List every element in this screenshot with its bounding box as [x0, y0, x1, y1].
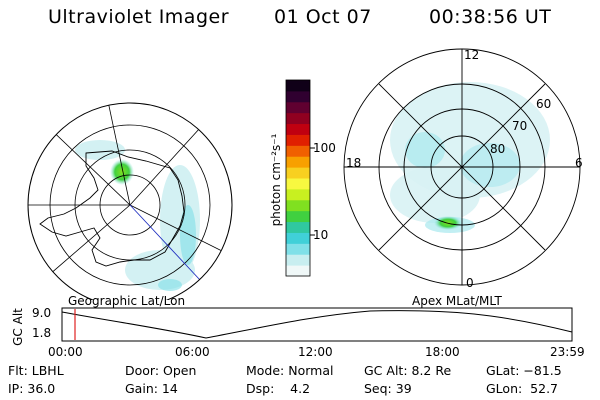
colorbar-segment: [286, 199, 310, 212]
colorbar-segment: [286, 90, 310, 103]
dsp-readout: Dsp: 4.2: [246, 381, 311, 396]
colorbar-segment: [286, 221, 310, 233]
colorbar-segment: [286, 101, 310, 114]
geographic-panel-label: Geographic Lat/Lon: [68, 294, 186, 308]
apex-polar-panel: [343, 48, 581, 286]
mlt-label-0: 0: [466, 276, 474, 290]
colorbar-segment: [286, 134, 310, 146]
seq-readout: Seq: 39: [364, 381, 412, 396]
geographic-image-panel: [27, 102, 233, 300]
colorbar: [285, 79, 315, 277]
colorbar-segment: [286, 167, 310, 179]
glon-readout: GLon: 52.7: [486, 381, 558, 396]
observation-time: 00:38:56 UT: [429, 6, 552, 28]
timeline-xtick-0600: 06:00: [175, 345, 210, 359]
colorbar-segment: [286, 254, 310, 266]
timeline-xtick-1800: 18:00: [425, 345, 460, 359]
filter-readout: Flt: LBHL: [8, 363, 64, 378]
aurora-bright-spot: [110, 159, 134, 185]
colorbar-segment: [286, 243, 310, 255]
timeline-xtick-1200: 12:00: [298, 345, 333, 359]
mlt-label-12: 12: [464, 48, 480, 62]
colorbar-segment: [286, 112, 310, 125]
colorbar-tick-100: 100: [313, 141, 336, 155]
mode-readout: Mode: Normal: [246, 363, 334, 378]
timeline-ytick-high: 9.0: [32, 306, 52, 320]
polar-aurora-haze: [390, 82, 550, 233]
colorbar-segment: [286, 145, 310, 157]
aurora-haze: [75, 140, 200, 290]
colorbar-segment: [286, 210, 310, 223]
colorbar-segment: [286, 265, 310, 277]
imager-title: Ultraviolet Imager: [48, 6, 230, 28]
colorbar-segment: [286, 178, 310, 190]
ip-readout: IP: 36.0: [8, 381, 56, 396]
gain-readout: Gain: 14: [125, 381, 178, 396]
mlt-label-6: 6: [575, 156, 583, 170]
timeline-xtick-0000: 00:00: [48, 345, 83, 359]
mlt-label-18: 18: [346, 156, 362, 170]
colorbar-unit-label: photon cm⁻²s⁻¹: [269, 133, 283, 227]
glat-readout: GLat: −81.5: [486, 363, 562, 378]
terminator-line: [129, 204, 201, 281]
antarctica-outline: [39, 150, 185, 267]
mlat-mlt-grid: [343, 48, 581, 286]
mlat-label-60: 60: [536, 97, 552, 111]
timeline-axis-label: GC Alt: [11, 308, 25, 346]
colorbar-segment: [286, 156, 310, 168]
colorbar-tick-10: 10: [313, 228, 329, 242]
colorbar-segment: [286, 232, 310, 244]
gc-alt-readout: GC Alt: 8.2 Re: [364, 363, 452, 378]
colorbar-segment: [286, 123, 310, 135]
door-readout: Door: Open: [125, 363, 197, 378]
mlat-label-70: 70: [512, 119, 528, 133]
colorbar-segment: [286, 188, 310, 201]
timeline-ytick-low: 1.8: [32, 326, 52, 340]
altitude-timeline: [61, 307, 573, 342]
timeline-xtick-2359: 23:59: [550, 345, 585, 359]
apex-panel-label: Apex MLat/MLT: [412, 294, 502, 308]
altitude-curve: [61, 310, 573, 339]
lat-lon-grid: [28, 103, 232, 300]
colorbar-segment: [286, 80, 310, 92]
mlat-label-80: 80: [490, 142, 506, 156]
observation-date: 01 Oct 07: [274, 6, 372, 28]
